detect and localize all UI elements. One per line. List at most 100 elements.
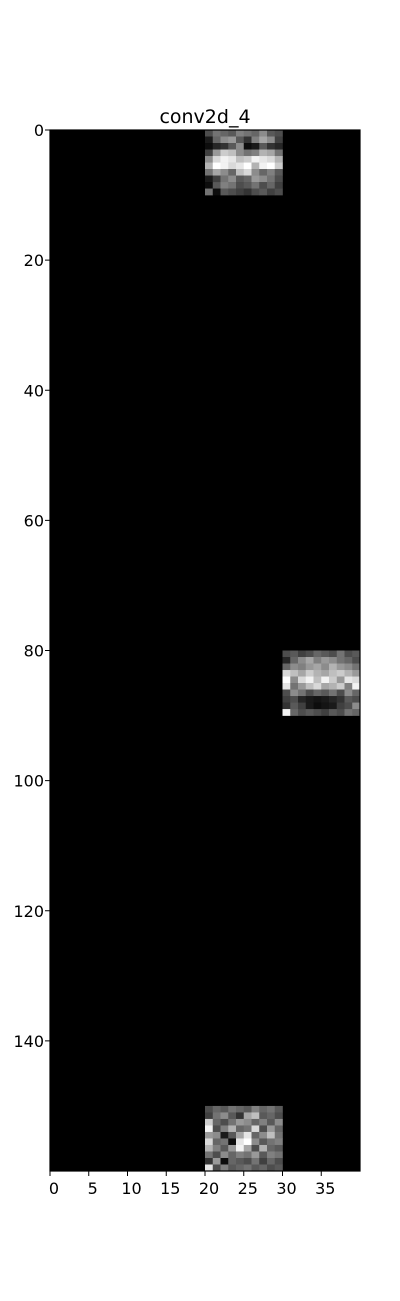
heatmap-cell-b0-r6-c8 bbox=[267, 169, 276, 176]
heatmap-cell-b0-r0-c1 bbox=[212, 130, 221, 137]
heatmap-cell-b1-r3-c3 bbox=[305, 670, 314, 677]
heatmap-cell-b1-r9-c0 bbox=[282, 709, 291, 716]
heatmap-cell-b2-r9-c6 bbox=[251, 1164, 260, 1172]
heatmap-cell-b0-r5-c1 bbox=[212, 162, 221, 170]
heatmap-cell-b1-r5-c1 bbox=[290, 683, 299, 690]
heatmap-cell-b1-r0-c5 bbox=[321, 650, 330, 658]
heatmap-cell-b2-r4-c7 bbox=[259, 1131, 268, 1139]
heatmap-cell-b0-r8-c9 bbox=[274, 182, 283, 189]
heatmap-cell-b1-r2-c3 bbox=[305, 663, 314, 671]
heatmap-cell-b1-r2-c5 bbox=[321, 663, 330, 671]
heatmap-cell-b0-r4-c7 bbox=[259, 156, 268, 163]
heatmap-cell-b1-r2-c6 bbox=[329, 663, 338, 671]
heatmap-cell-b0-r3-c7 bbox=[259, 149, 268, 157]
heatmap-cell-b2-r1-c0 bbox=[205, 1112, 214, 1120]
heatmap-cell-b0-r5-c6 bbox=[251, 162, 260, 170]
heatmap-cell-b2-r7-c1 bbox=[212, 1151, 221, 1159]
heatmap-cell-b1-r6-c9 bbox=[352, 689, 361, 697]
heatmap-cell-b1-r9-c3 bbox=[305, 709, 314, 716]
heatmap-cell-b1-r3-c7 bbox=[336, 670, 345, 677]
heatmap-cell-b0-r1-c2 bbox=[220, 136, 229, 144]
heatmap-cell-b0-r0-c0 bbox=[205, 130, 214, 137]
heatmap-cell-b1-r1-c8 bbox=[344, 657, 353, 664]
heatmap-cell-b1-r5-c5 bbox=[321, 683, 330, 690]
heatmap-cell-b2-r1-c3 bbox=[228, 1112, 237, 1120]
heatmap-cell-b2-r5-c5 bbox=[243, 1138, 252, 1146]
heatmap-cell-b2-r5-c2 bbox=[220, 1138, 229, 1146]
heatmap-cell-b1-r8-c5 bbox=[321, 702, 330, 710]
heatmap-cell-b1-r8-c9 bbox=[352, 702, 361, 710]
heatmap-cell-b0-r8-c4 bbox=[236, 182, 245, 189]
heatmap-cell-b1-r2-c2 bbox=[298, 663, 307, 671]
heatmap-cell-b0-r1-c1 bbox=[212, 136, 221, 144]
heatmap-cell-b2-r0-c6 bbox=[251, 1105, 260, 1113]
heatmap-cell-b1-r7-c6 bbox=[329, 696, 338, 703]
heatmap-cell-b1-r4-c5 bbox=[321, 676, 330, 684]
heatmap-cell-b1-r3-c5 bbox=[321, 670, 330, 677]
heatmap-cell-b1-r7-c2 bbox=[298, 696, 307, 703]
heatmap-cell-b1-r4-c9 bbox=[352, 676, 361, 684]
heatmap-cell-b1-r7-c3 bbox=[305, 696, 314, 703]
heatmap-cell-b1-r9-c9 bbox=[352, 709, 361, 716]
heatmap-cell-b0-r1-c6 bbox=[251, 136, 260, 144]
heatmap-cell-b0-r9-c5 bbox=[243, 188, 252, 196]
heatmap-cell-b0-r0-c8 bbox=[267, 130, 276, 137]
heatmap-cell-b1-r8-c1 bbox=[290, 702, 299, 710]
heatmap-cell-b0-r4-c6 bbox=[251, 156, 260, 163]
heatmap-cell-b0-r3-c5 bbox=[243, 149, 252, 157]
heatmap-cell-b2-r0-c5 bbox=[243, 1105, 252, 1113]
heatmap-cell-b2-r7-c2 bbox=[220, 1151, 229, 1159]
x-tick-label-5: 5 bbox=[88, 1179, 98, 1198]
heatmap-cell-b2-r2-c2 bbox=[220, 1118, 229, 1126]
heatmap-cell-b1-r3-c2 bbox=[298, 670, 307, 677]
heatmap-cell-b2-r3-c2 bbox=[220, 1125, 229, 1133]
heatmap-cell-b0-r0-c2 bbox=[220, 130, 229, 137]
heatmap-cell-b2-r8-c5 bbox=[243, 1157, 252, 1165]
heatmap-cell-b0-r1-c0 bbox=[205, 136, 214, 144]
heatmap-cell-b0-r2-c5 bbox=[243, 143, 252, 150]
heatmap-cell-b2-r0-c9 bbox=[274, 1105, 283, 1113]
heatmap-cell-b0-r0-c5 bbox=[243, 130, 252, 137]
heatmap-cell-b0-r9-c3 bbox=[228, 188, 237, 196]
heatmap-cell-b0-r5-c2 bbox=[220, 162, 229, 170]
heatmap-cell-b0-r4-c8 bbox=[267, 156, 276, 163]
heatmap-cell-b2-r5-c4 bbox=[236, 1138, 245, 1146]
heatmap-cell-b1-r6-c3 bbox=[305, 689, 314, 697]
heatmap-cell-b0-r1-c4 bbox=[236, 136, 245, 144]
heatmap-cell-b1-r8-c0 bbox=[282, 702, 291, 710]
heatmap-cell-b0-r2-c6 bbox=[251, 143, 260, 150]
heatmap-cell-b0-r0-c9 bbox=[274, 130, 283, 137]
heatmap-cell-b1-r5-c0 bbox=[282, 683, 291, 690]
heatmap-cell-b2-r4-c8 bbox=[267, 1131, 276, 1139]
heatmap-cell-b2-r6-c3 bbox=[228, 1144, 237, 1152]
heatmap-cell-b0-r0-c7 bbox=[259, 130, 268, 137]
heatmap-cell-b0-r7-c8 bbox=[267, 175, 276, 183]
heatmap-cell-b0-r3-c4 bbox=[236, 149, 245, 157]
heatmap-cell-b0-r3-c8 bbox=[267, 149, 276, 157]
heatmap-cells bbox=[205, 130, 361, 1172]
heatmap-cell-b2-r6-c4 bbox=[236, 1144, 245, 1152]
heatmap-cell-b1-r4-c4 bbox=[313, 676, 322, 684]
y-tick-label-60: 60 bbox=[24, 511, 44, 530]
heatmap-cell-b2-r6-c6 bbox=[251, 1144, 260, 1152]
heatmap-cell-b0-r5-c5 bbox=[243, 162, 252, 170]
heatmap-cell-b0-r2-c1 bbox=[212, 143, 221, 150]
heatmap-cell-b2-r9-c8 bbox=[267, 1164, 276, 1172]
heatmap-cell-b1-r2-c4 bbox=[313, 663, 322, 671]
heatmap-cell-b0-r2-c3 bbox=[228, 143, 237, 150]
heatmap-cell-b0-r4-c5 bbox=[243, 156, 252, 163]
heatmap-cell-b0-r8-c0 bbox=[205, 182, 214, 189]
heatmap-cell-b2-r8-c3 bbox=[228, 1157, 237, 1165]
heatmap-cell-b1-r4-c6 bbox=[329, 676, 338, 684]
heatmap-cell-b0-r4-c3 bbox=[228, 156, 237, 163]
heatmap-cell-b1-r8-c3 bbox=[305, 702, 314, 710]
heatmap-cell-b0-r1-c9 bbox=[274, 136, 283, 144]
heatmap-cell-b2-r2-c8 bbox=[267, 1118, 276, 1126]
heatmap-cell-b2-r6-c7 bbox=[259, 1144, 268, 1152]
heatmap-cell-b2-r8-c9 bbox=[274, 1157, 283, 1165]
heatmap-cell-b0-r2-c8 bbox=[267, 143, 276, 150]
heatmap-cell-b2-r9-c1 bbox=[212, 1164, 221, 1172]
heatmap-cell-b1-r4-c8 bbox=[344, 676, 353, 684]
heatmap-cell-b2-r6-c9 bbox=[274, 1144, 283, 1152]
